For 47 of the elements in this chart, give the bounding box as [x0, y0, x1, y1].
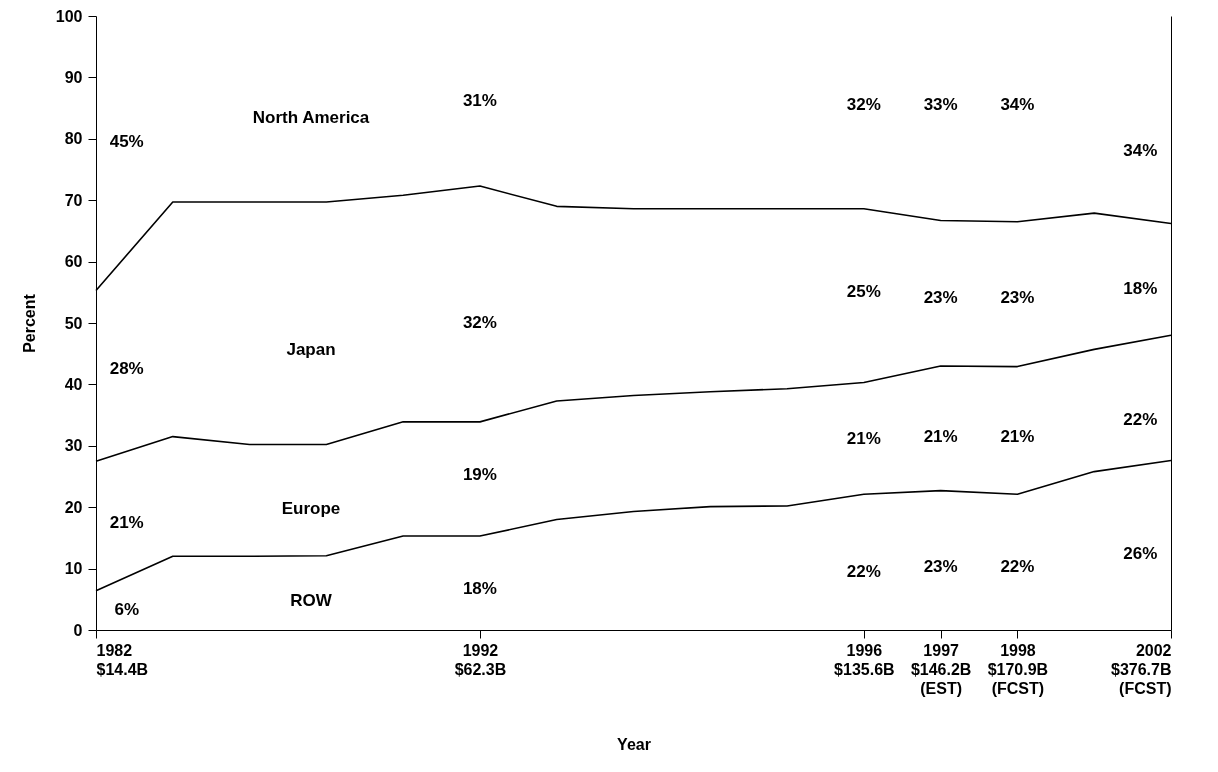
y-tick-label: 20 [64, 498, 83, 516]
y-tick-label: 70 [64, 191, 83, 209]
annotation: Japan [286, 340, 336, 360]
x-tick-label: 1998 $170.9B (FCST) [987, 641, 1049, 697]
annotation: 32% [846, 95, 881, 115]
annotation: 18% [1123, 279, 1158, 299]
annotation: 25% [846, 282, 881, 302]
annotation: 23% [1000, 287, 1035, 307]
y-tick-label: 60 [64, 253, 83, 271]
annotation: 18% [462, 578, 497, 598]
y-tick-label: 90 [64, 68, 83, 86]
annotation: North America [252, 107, 370, 127]
y-tick-label: 0 [73, 621, 83, 639]
y-tick-label: 50 [64, 314, 83, 332]
annotation: 26% [1123, 543, 1158, 563]
annotation: 21% [109, 513, 144, 533]
annotation: 32% [462, 313, 497, 332]
x-axis-title: Year [617, 735, 651, 753]
x-tick-label: 1992 $62.3B [454, 641, 507, 678]
x-tick-label: 1996 $135.6B [834, 641, 895, 678]
annotation: 6% [114, 599, 139, 619]
annotation: Europe [281, 499, 341, 519]
y-tick-label: 30 [64, 437, 83, 455]
annotation: 23% [923, 287, 958, 307]
y-tick-label: 80 [64, 130, 83, 148]
annotation: 34% [1000, 95, 1035, 115]
annotation: 31% [462, 90, 497, 110]
y-tick-label: 100 [55, 7, 83, 25]
x-tick-label: 1997 $146.2B (EST) [910, 641, 972, 697]
annotation: 22% [1123, 410, 1158, 430]
annotation: 21% [846, 429, 881, 449]
annotation: 34% [1123, 141, 1158, 161]
annotation: 22% [1000, 556, 1035, 576]
annotation: 19% [462, 465, 497, 485]
annotation: ROW [290, 591, 333, 611]
annotation: 45% [109, 131, 144, 151]
annotation: 33% [923, 95, 958, 115]
annotation: 21% [1000, 427, 1035, 447]
y-tick-label: 10 [64, 560, 83, 578]
annotation: 28% [109, 359, 144, 379]
annotation: 22% [846, 562, 881, 582]
x-tick-label: 2002 $376.7B (FCST) [1111, 641, 1172, 697]
y-axis-title: Percent [20, 293, 38, 353]
y-tick-label: 40 [64, 375, 83, 393]
x-tick-label: 1982 $14.4B [96, 641, 149, 678]
annotation: 23% [923, 556, 958, 576]
annotation: 21% [923, 427, 958, 447]
